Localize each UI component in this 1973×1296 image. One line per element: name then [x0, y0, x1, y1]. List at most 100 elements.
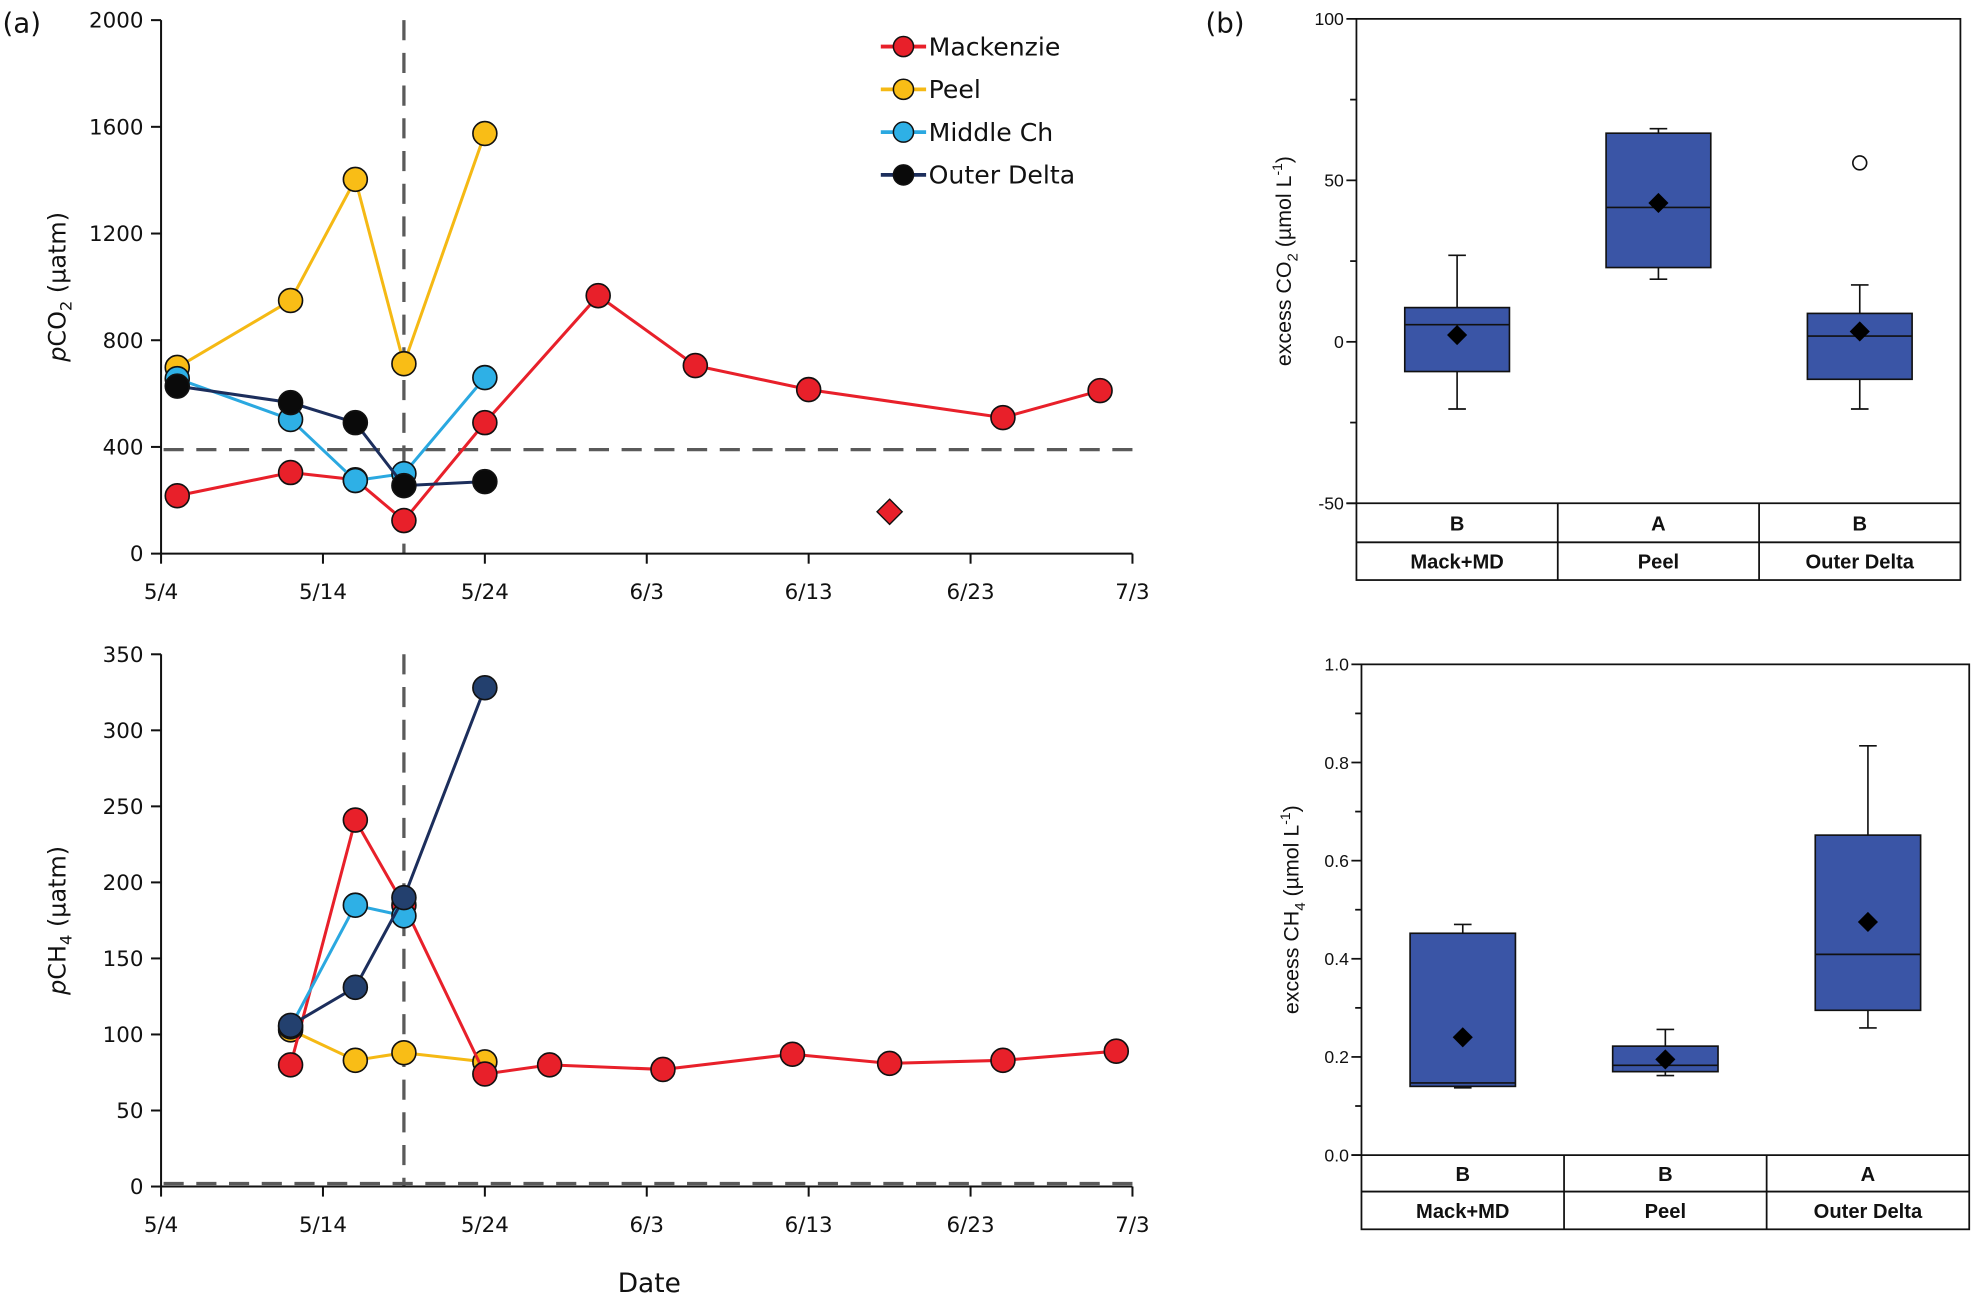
- y-axis-title-italic: p: [43, 980, 71, 996]
- series-peel: [277, 1017, 498, 1075]
- significance-letter: A: [1861, 1164, 1876, 1186]
- mean-marker: [1849, 321, 1870, 342]
- data-point: [342, 892, 369, 918]
- legend-entry: Outer Delta: [880, 161, 1076, 190]
- significance-letter: B: [1852, 513, 1867, 535]
- data-point: [342, 807, 369, 833]
- data-point: [391, 472, 417, 499]
- y-tick-label: 400: [103, 435, 144, 460]
- y-tick-label: 100: [1314, 9, 1344, 29]
- x-tick-label: 5/4: [144, 580, 178, 605]
- box-peel: [1605, 127, 1712, 280]
- category-label: Peel: [1638, 552, 1679, 574]
- category-label: Mack+MD: [1416, 1201, 1509, 1223]
- data-point: [1087, 377, 1113, 404]
- data-point: [472, 468, 498, 495]
- data-point: [164, 482, 191, 509]
- x-tick-label: 6/13: [785, 1213, 833, 1238]
- y-tick-label: 300: [103, 719, 144, 744]
- panel-a-label: (a): [3, 7, 42, 40]
- legend-marker: [892, 164, 915, 186]
- y-axis-title: pCO2 (µatm): [43, 212, 75, 363]
- excess-ch4-box-plot: 0.0 0.2 0.4 0.6 0.8 1.0 excess CH4 (µmol L-1) B…: [1277, 655, 1971, 1231]
- data-point: [342, 974, 369, 1001]
- y-tick-label: 1600: [89, 115, 143, 140]
- y-axis-title-close: ): [1272, 156, 1296, 163]
- legend-entry: Mackenzie: [880, 32, 1060, 61]
- significance-letter: B: [1455, 1164, 1470, 1186]
- x-tick-label: 5/24: [461, 580, 509, 605]
- y-axis-title-sub: 4: [57, 935, 76, 945]
- plot-frame: [1360, 663, 1971, 1231]
- y-axis-title-sup: -1: [1269, 163, 1285, 176]
- y-tick-label: 350: [103, 643, 144, 668]
- legend: Mackenzie Peel Middle Ch Outer Delta: [880, 32, 1076, 190]
- data-point: [1103, 1038, 1130, 1064]
- y-axis-title: excess CO2 (µmol L-1): [1269, 156, 1301, 366]
- y-tick-label: 200: [103, 871, 144, 896]
- x-axis-title-date: Date: [618, 1268, 681, 1296]
- diamond-marker: [876, 498, 904, 526]
- legend-label: Outer Delta: [929, 161, 1076, 190]
- mean-marker: [1857, 911, 1878, 933]
- significance-letter: B: [1450, 513, 1465, 535]
- data-point: [472, 364, 498, 391]
- y-axis-title-close: ): [1280, 805, 1304, 812]
- significance-letter: A: [1651, 513, 1666, 535]
- box-mack-md: [1403, 254, 1511, 410]
- legend-label: Peel: [929, 75, 981, 104]
- y-axis-title-main: CO: [43, 311, 71, 346]
- y-tick-label: 800: [103, 329, 144, 354]
- x-tick-label: 7/3: [1115, 580, 1149, 605]
- x-tick-label: 6/3: [630, 1213, 664, 1238]
- series-line: [177, 384, 485, 488]
- plot-frame: [1355, 17, 1962, 581]
- significance-letter: B: [1658, 1164, 1673, 1186]
- y-tick-label: 0.8: [1324, 753, 1349, 773]
- x-tick-label: 6/3: [630, 580, 664, 605]
- series-line: [289, 1028, 486, 1064]
- category-label: Outer Delta: [1806, 552, 1915, 574]
- series-line: [289, 687, 487, 1027]
- x-tick-label: 5/24: [461, 1213, 509, 1238]
- panel-b-label: (b): [1205, 7, 1244, 40]
- y-axis-title-sup: -1: [1277, 812, 1293, 825]
- x-tick-label: 5/4: [144, 1213, 178, 1238]
- y-tick-label: 0: [1334, 332, 1344, 352]
- data-point: [164, 373, 191, 399]
- data-point: [342, 166, 369, 193]
- data-point: [682, 352, 709, 379]
- data-point: [391, 1039, 417, 1066]
- data-point: [342, 409, 369, 436]
- data-point: [536, 1052, 563, 1078]
- y-tick-label: 0.4: [1324, 949, 1349, 969]
- y-axis-title-sub: 2: [1284, 253, 1301, 261]
- y-axis-title-main: CH: [43, 945, 71, 980]
- y-tick-label: 100: [103, 1023, 144, 1048]
- y-tick-label: 250: [103, 795, 144, 820]
- excess-co2-box-plot: -50 0 50 100 excess CO2 (µmol L-1) B Mack+MD AP…: [1269, 9, 1962, 581]
- box-peel: [1611, 1028, 1719, 1077]
- y-tick-label: 0: [130, 1175, 144, 1200]
- x-tick-label: 5/14: [299, 1213, 347, 1238]
- series-peel: [164, 120, 498, 381]
- y-tick-label: 1.0: [1324, 655, 1349, 675]
- data-point: [277, 459, 304, 486]
- data-point: [391, 350, 417, 377]
- y-tick-label: 0: [130, 542, 144, 567]
- y-tick-label: 150: [103, 947, 144, 972]
- y-axis-title: excess CH4 (µmol L-1): [1277, 805, 1309, 1014]
- outlier-point: [1852, 155, 1868, 171]
- data-point: [779, 1041, 806, 1068]
- series-middle-ch: [164, 364, 498, 494]
- pch4-line-chart: 0 50 100 150 200 250 300 350 5/4 5/14 5/24 6/3 6/13 6…: [43, 643, 1149, 1238]
- data-point: [277, 389, 304, 416]
- category-label: Outer Delta: [1814, 1201, 1923, 1223]
- data-point: [472, 1061, 498, 1087]
- series-line: [289, 816, 1117, 1076]
- series-outer-delta: [277, 674, 498, 1039]
- legend-marker: [892, 35, 915, 58]
- y-tick-label: 2000: [89, 9, 143, 34]
- data-point: [391, 507, 417, 534]
